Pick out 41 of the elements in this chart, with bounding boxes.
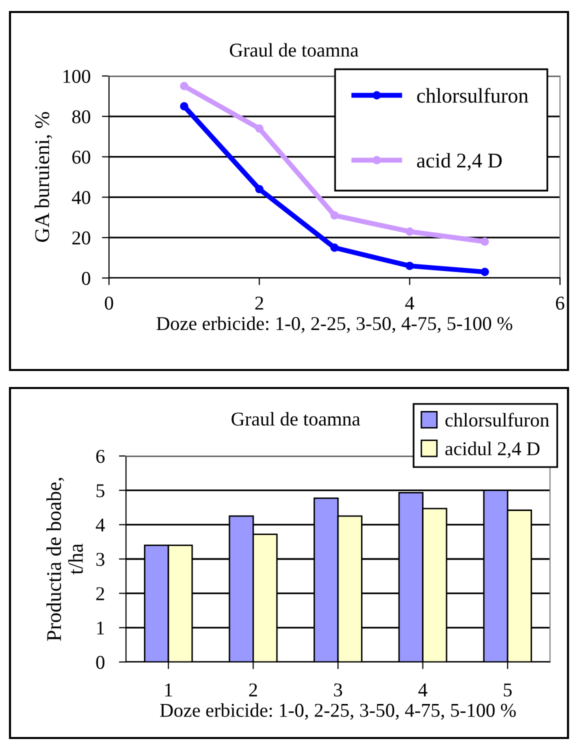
y-tick-label: 0 xyxy=(96,656,104,669)
point xyxy=(406,262,414,270)
y-axis-title: GA buruieni, % xyxy=(34,112,52,242)
point xyxy=(255,124,264,133)
point xyxy=(330,211,339,220)
x-tick-label: 6 xyxy=(556,296,564,310)
legend-label: chlorsulfuron xyxy=(417,88,528,103)
x-tick-label: 1 xyxy=(165,683,172,696)
point xyxy=(255,184,264,194)
chart-title: Graul de toamna xyxy=(230,43,358,57)
legend-label: chlorsulfuron xyxy=(445,412,550,427)
y-tick-label: 60 xyxy=(72,150,90,164)
point xyxy=(180,82,188,90)
y-tick-label: 5 xyxy=(96,484,104,498)
x-tick-label: 5 xyxy=(504,684,512,697)
point xyxy=(330,244,339,252)
y-axis-title: Productia de boabe, t/ha xyxy=(46,478,83,641)
y-tick-label: 0 xyxy=(82,272,90,285)
point xyxy=(180,102,188,110)
y-tick-label: 6 xyxy=(96,450,105,463)
x-axis-title: Doze erbicide: 1-0, 2-25, 3-50, 4-75, 5-100 % xyxy=(156,316,512,333)
x-tick-label: 2 xyxy=(255,296,264,310)
y-tick-label: 4 xyxy=(96,518,105,532)
y-tick-label: 2 xyxy=(96,587,104,600)
chart-title: Graul de toamna xyxy=(232,412,360,426)
x-axis-title: Doze erbicide: 1-0, 2-25, 3-50, 4-75, 5-100 % xyxy=(160,703,516,720)
legend-label: acid 2,4 D xyxy=(417,152,502,171)
y-tick-label: 80 xyxy=(72,110,90,124)
x-tick-label: 3 xyxy=(334,683,342,697)
y-tick-label: 100 xyxy=(63,70,90,83)
y-tick-label: 20 xyxy=(72,231,90,245)
point xyxy=(406,227,414,236)
y-tick-label: 3 xyxy=(96,552,104,566)
x-tick-label: 4 xyxy=(418,684,428,696)
x-tick-label: 2 xyxy=(249,683,257,696)
y-tick-label: 40 xyxy=(72,191,90,204)
point xyxy=(480,237,489,246)
point xyxy=(480,268,489,276)
x-tick-label: 4 xyxy=(405,296,414,310)
legend-label: acidul 2,4 D xyxy=(445,442,540,458)
y-tick-label: 1 xyxy=(97,622,104,634)
